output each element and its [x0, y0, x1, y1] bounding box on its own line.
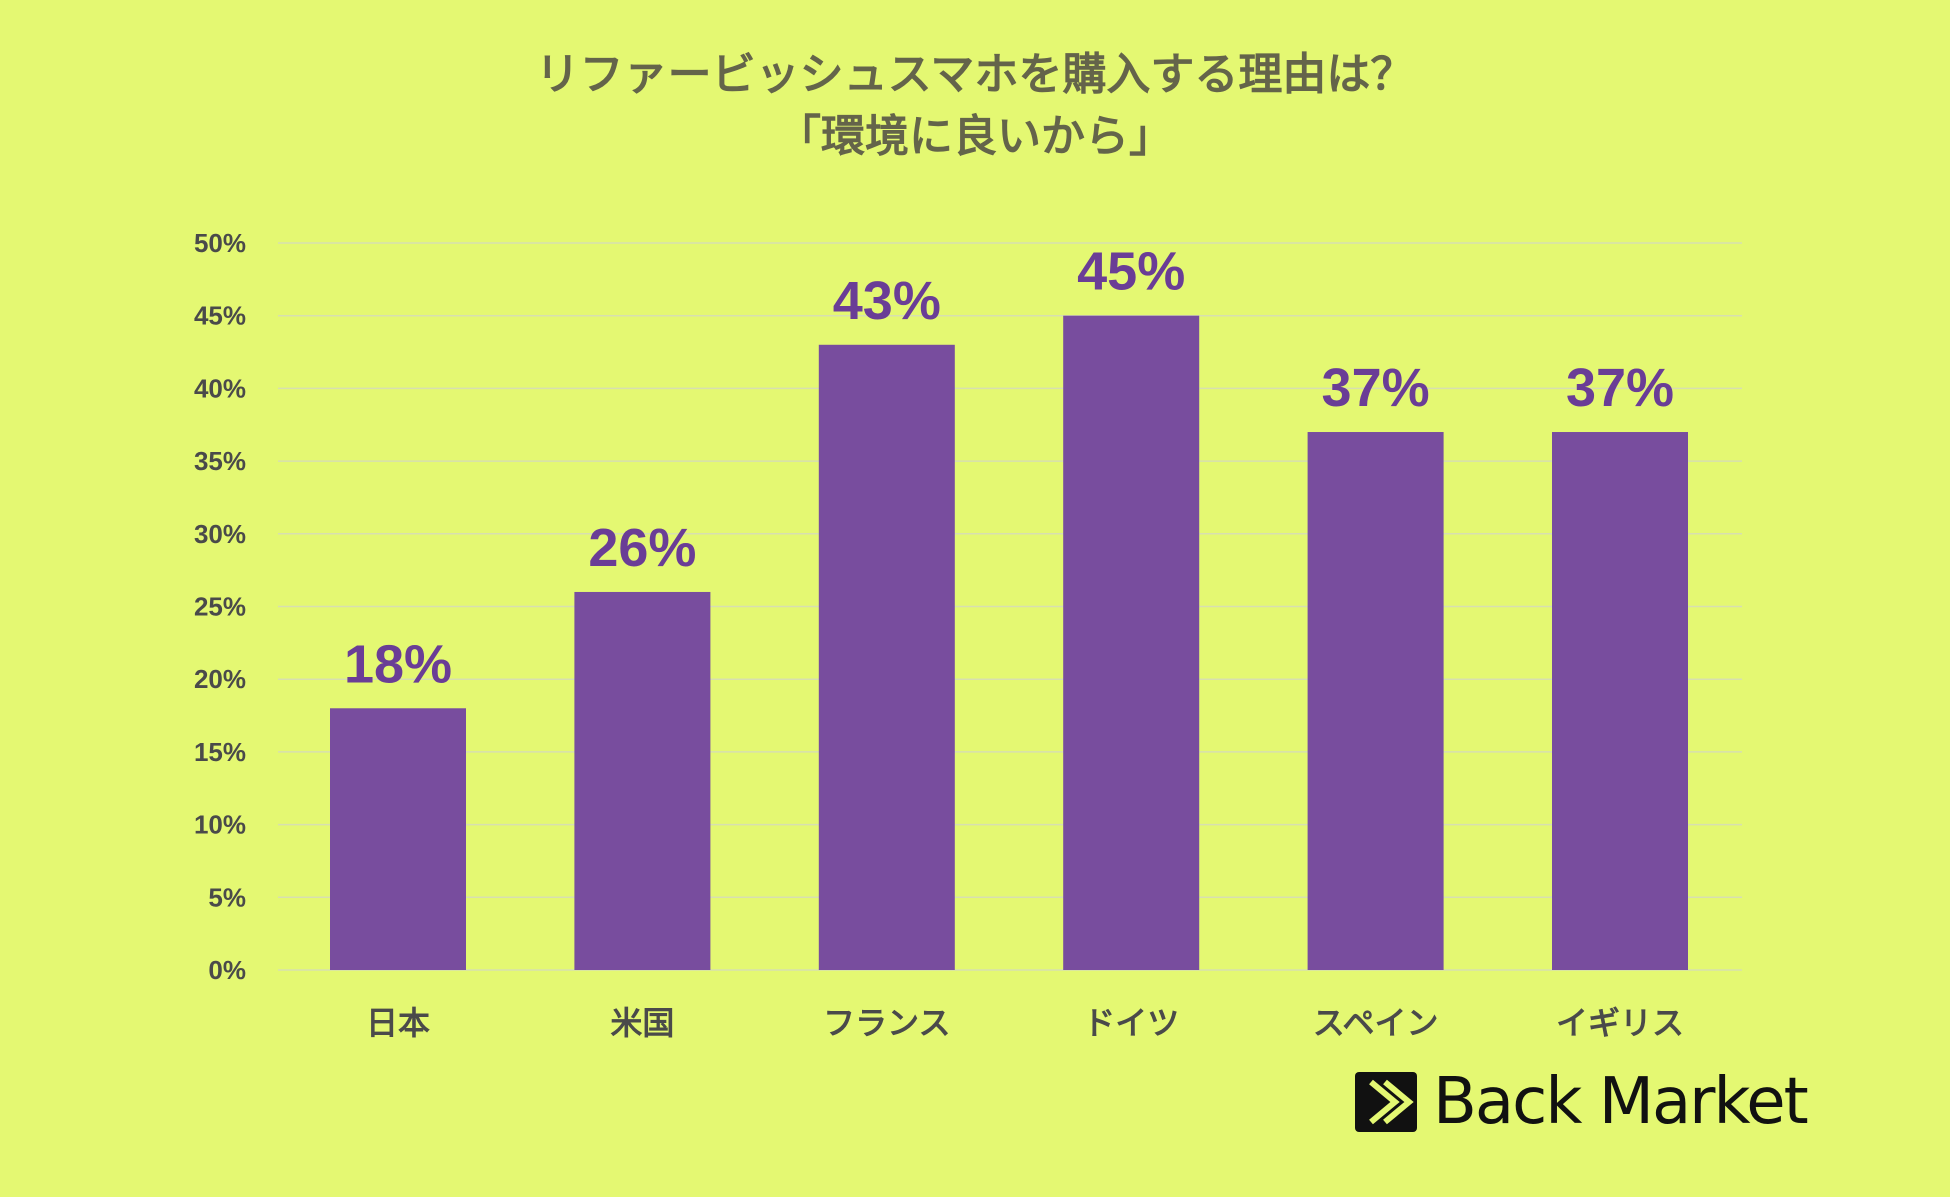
x-category-label: スペイン [1313, 1004, 1439, 1042]
y-tick-label: 20% [194, 664, 246, 694]
bar [574, 591, 711, 970]
data-label: 37% [1566, 358, 1674, 418]
y-tick-label: 10% [194, 810, 246, 840]
data-label: 45% [1077, 242, 1185, 302]
x-category-label: イギリス [1556, 1004, 1684, 1042]
bar [1307, 432, 1444, 970]
bar [1552, 432, 1688, 970]
data-label: 37% [1322, 358, 1430, 418]
y-tick-label: 50% [194, 228, 246, 258]
x-category-label: ドイツ [1083, 1004, 1179, 1042]
y-tick-label: 0% [208, 955, 246, 985]
y-tick-label: 5% [208, 882, 246, 912]
y-tick-label: 45% [194, 301, 246, 331]
chart-title: リファービッシュスマホを購入する理由は？ 「環境に良いから」 [0, 44, 1950, 168]
y-tick-label: 40% [194, 373, 246, 403]
chart-title-line-1: リファービッシュスマホを購入する理由は？ [535, 49, 1415, 100]
chart-title-line-2: 「環境に良いから」 [777, 111, 1173, 162]
x-category-label: 日本 [366, 1004, 430, 1042]
back-market-logo-text: Back Market [1433, 1065, 1809, 1139]
bar [818, 344, 955, 970]
data-label: 18% [344, 634, 452, 694]
x-category-label: 米国 [610, 1004, 674, 1042]
x-category-label: フランス [823, 1004, 950, 1042]
y-tick-label: 15% [194, 737, 246, 767]
y-tick-label: 35% [194, 446, 246, 476]
bar [1063, 315, 1200, 970]
y-tick-label: 25% [194, 592, 246, 622]
y-tick-label: 30% [194, 519, 246, 549]
data-label: 43% [833, 271, 941, 331]
back-market-logo: Back Market [1355, 1065, 1809, 1139]
bar [330, 708, 466, 970]
back-market-logo-icon [1355, 1072, 1417, 1132]
data-label: 26% [588, 518, 696, 578]
